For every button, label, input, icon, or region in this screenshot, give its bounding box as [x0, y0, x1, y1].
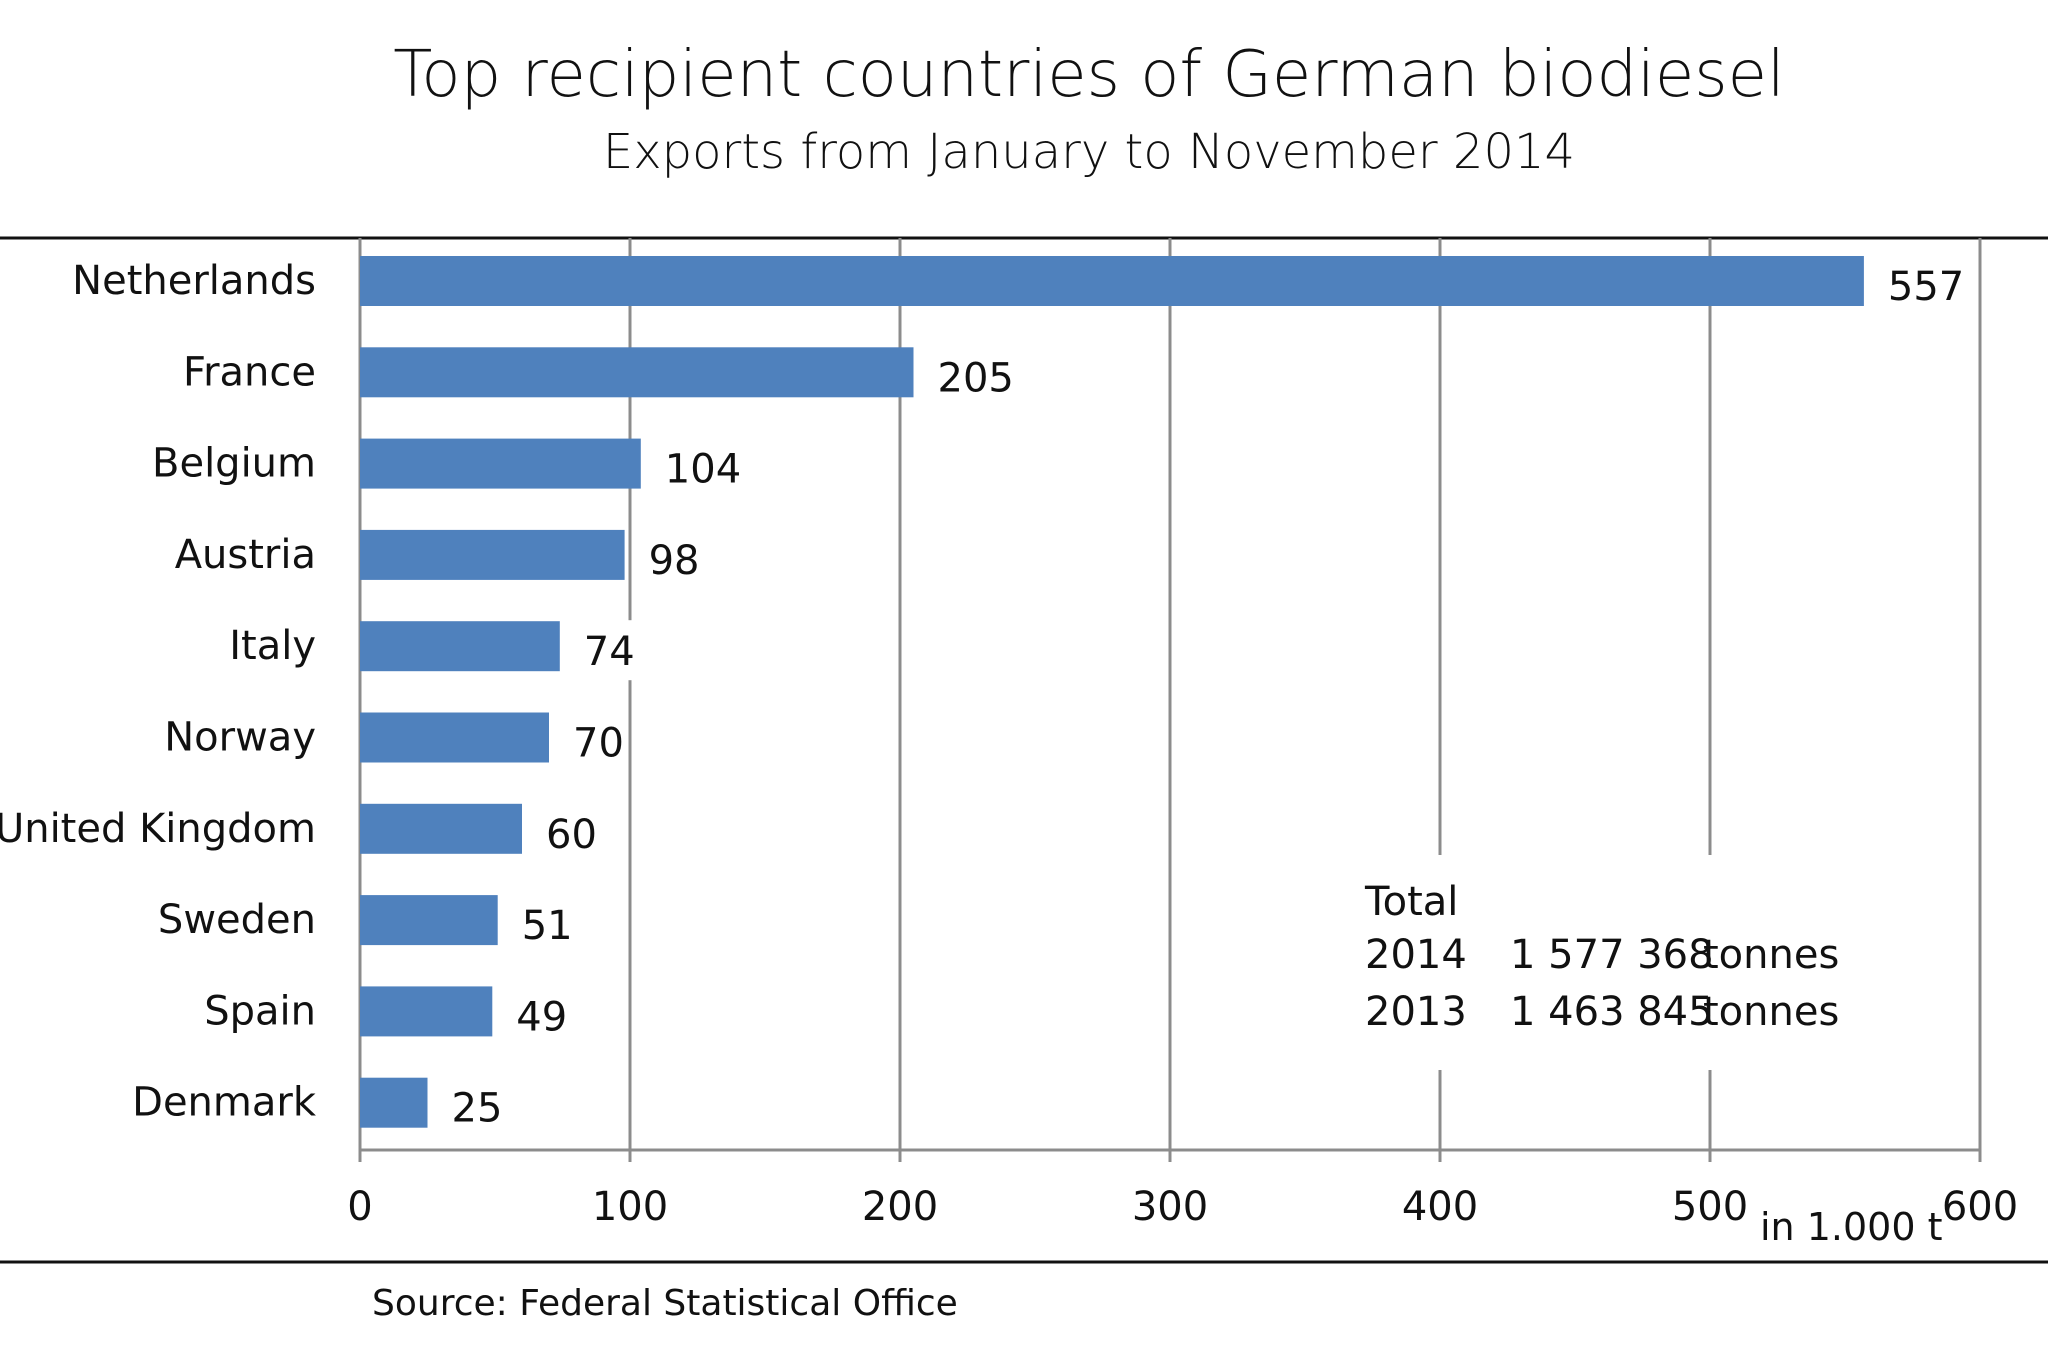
- x-tick-label: 400: [1402, 1184, 1478, 1230]
- total-unit: tonnes: [1703, 932, 1839, 978]
- category-label: Denmark: [132, 1080, 317, 1126]
- total-year: 2013: [1365, 989, 1467, 1035]
- total-box-background: [1350, 855, 1970, 1070]
- data-label: 74: [584, 629, 635, 675]
- data-label: 51: [522, 903, 573, 949]
- x-tick-label: 600: [1942, 1184, 2018, 1230]
- bar: [360, 986, 493, 1037]
- data-label-background: [515, 894, 576, 955]
- data-label: 557: [1888, 264, 1964, 310]
- bar: [360, 438, 641, 489]
- category-label: Norway: [164, 715, 316, 761]
- data-label-background: [658, 437, 743, 498]
- data-label-background: [445, 1076, 506, 1137]
- category-label: Spain: [204, 988, 316, 1034]
- total-amount: 1 577 368: [1510, 932, 1714, 978]
- data-label-background: [540, 802, 600, 863]
- data-label-background: [642, 528, 703, 589]
- category-label: United Kingdom: [0, 806, 316, 852]
- bar: [360, 347, 914, 398]
- total-heading: Total: [1364, 879, 1458, 925]
- x-tick-label: 300: [1132, 1184, 1208, 1230]
- x-tick-label: 500: [1672, 1184, 1748, 1230]
- x-axis-label: in 1.000 t: [1760, 1205, 1943, 1249]
- data-label: 104: [665, 447, 741, 493]
- bar: [360, 621, 560, 672]
- x-tick-label: 100: [592, 1184, 668, 1230]
- data-label: 205: [938, 355, 1014, 401]
- chart-subtitle: Exports from January to November 2014: [602, 124, 1576, 180]
- data-label: 98: [649, 538, 700, 584]
- bar: [360, 712, 549, 763]
- data-label: 70: [573, 721, 624, 767]
- x-tick-label: 200: [862, 1184, 938, 1230]
- data-label: 60: [546, 812, 597, 858]
- category-label: Belgium: [152, 441, 316, 487]
- bar: [360, 529, 625, 580]
- total-amount: 1 463 845: [1510, 989, 1714, 1035]
- data-label-background: [1881, 255, 1966, 315]
- x-tick-label: 0: [347, 1184, 372, 1230]
- bar: [360, 803, 522, 854]
- data-label: 49: [516, 994, 567, 1040]
- total-year: 2014: [1365, 932, 1467, 978]
- category-label: Sweden: [158, 897, 316, 943]
- category-label: Netherlands: [72, 258, 316, 304]
- bar: [360, 256, 1864, 306]
- category-label: Italy: [229, 623, 316, 669]
- total-unit: tonnes: [1703, 989, 1839, 1035]
- bar: [360, 895, 498, 946]
- source-note: Source: Federal Statistical Office: [372, 1283, 958, 1324]
- data-label-background: [510, 985, 571, 1046]
- category-label: Austria: [175, 532, 316, 578]
- data-label-background: [931, 346, 1016, 407]
- data-label-background: [577, 620, 638, 681]
- data-label-background: [567, 711, 627, 772]
- data-label: 25: [452, 1086, 503, 1132]
- bar: [360, 1077, 428, 1128]
- chart-title: Top recipient countries of German biodie…: [393, 38, 1785, 112]
- category-label: France: [183, 349, 316, 395]
